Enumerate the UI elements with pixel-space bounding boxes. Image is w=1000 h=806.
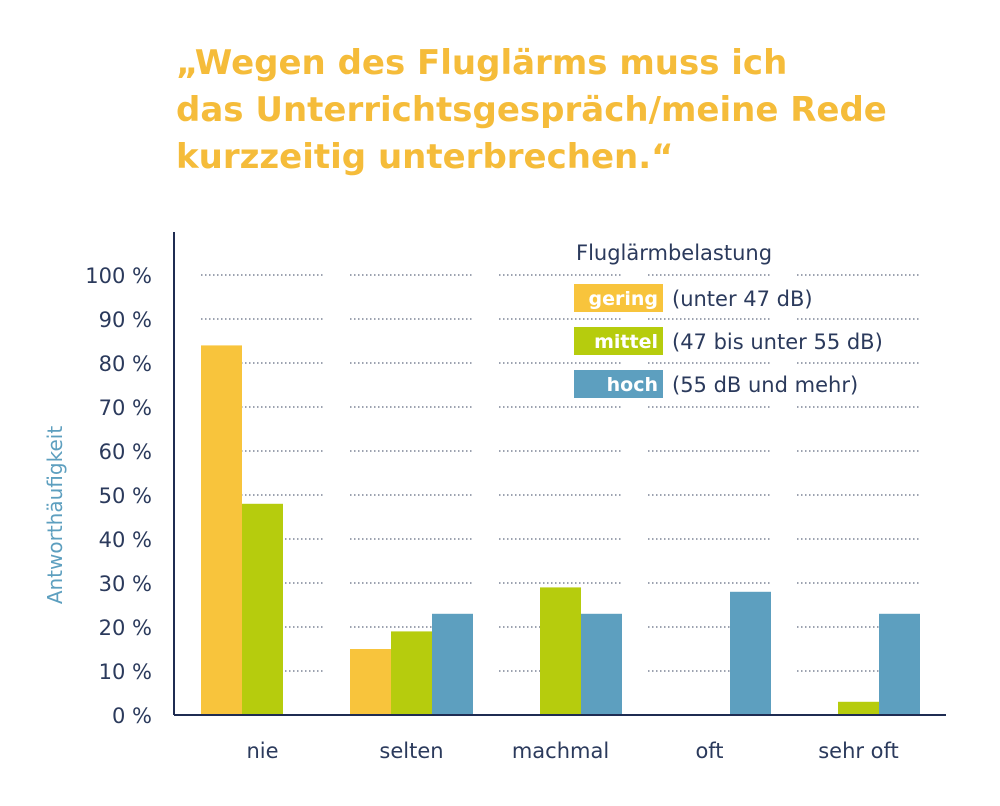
chart-title: „Wegen des Fluglärms muss ich das Unterr… bbox=[176, 40, 887, 181]
legend-swatch-hoch bbox=[574, 370, 663, 398]
y-tick-label-0: 0 % bbox=[112, 704, 152, 728]
y-tick-label-70: 70 % bbox=[99, 396, 152, 420]
y-tick-label-90: 90 % bbox=[99, 308, 152, 332]
y-tick-label-80: 80 % bbox=[99, 352, 152, 376]
bar-hoch-sehr oft bbox=[879, 613, 920, 715]
y-tick-label-40: 40 % bbox=[99, 528, 152, 552]
bar-hoch-machmal bbox=[581, 613, 622, 715]
y-tick-labels: 0 % 10 % 20 % 30 % 40 % 50 % 60 % 70 % 80 % 90 % 1… bbox=[85, 264, 152, 728]
title-line-1: „Wegen des Fluglärms muss ich bbox=[176, 43, 788, 83]
legend-swatch-mittel bbox=[574, 327, 663, 355]
y-tick-label-10: 10 % bbox=[99, 660, 152, 684]
legend-desc-hoch: (55 dB und mehr) bbox=[672, 373, 858, 397]
legend-desc-mittel: (47 bis unter 55 dB) bbox=[672, 330, 883, 354]
legend: Fluglärmbelastung gering (unter 47 dB) mit… bbox=[574, 241, 883, 398]
y-tick-label-100: 100 % bbox=[85, 264, 152, 288]
legend-desc-gering: (unter 47 dB) bbox=[672, 287, 813, 311]
legend-title: Fluglärmbelastung bbox=[576, 241, 772, 265]
y-axis-label: Antworthäufigkeit bbox=[43, 426, 67, 604]
bars bbox=[201, 345, 920, 715]
bar-gering-nie bbox=[201, 345, 242, 715]
legend-swatch-gering bbox=[574, 284, 663, 312]
bar-mittel-sehr oft bbox=[838, 701, 879, 715]
x-tick-label-sehr-oft: sehr oft bbox=[818, 739, 899, 763]
bar-gering-selten bbox=[350, 649, 391, 715]
x-tick-labels: nie selten machmal oft sehr oft bbox=[246, 739, 898, 763]
axes bbox=[173, 232, 946, 716]
x-tick-label-machmal: machmal bbox=[512, 739, 609, 763]
title-line-3: kurzzeitig unterbrechen.“ bbox=[176, 137, 674, 177]
x-tick-label-selten: selten bbox=[379, 739, 443, 763]
bar-mittel-nie bbox=[242, 503, 283, 715]
legend-label-gering: gering bbox=[589, 288, 659, 310]
title-line-2: das Unterrichtsgespräch/meine Rede bbox=[176, 90, 887, 130]
bar-hoch-selten bbox=[432, 613, 473, 715]
legend-label-hoch: hoch bbox=[607, 374, 658, 396]
y-tick-label-60: 60 % bbox=[99, 440, 152, 464]
x-tick-label-oft: oft bbox=[695, 739, 723, 763]
bar-mittel-selten bbox=[391, 631, 432, 715]
y-tick-label-20: 20 % bbox=[99, 616, 152, 640]
y-tick-label-50: 50 % bbox=[99, 484, 152, 508]
bar-mittel-machmal bbox=[540, 587, 581, 715]
legend-label-mittel: mittel bbox=[594, 331, 658, 353]
x-tick-label-nie: nie bbox=[246, 739, 278, 763]
y-tick-label-30: 30 % bbox=[99, 572, 152, 596]
bar-hoch-oft bbox=[730, 591, 771, 715]
